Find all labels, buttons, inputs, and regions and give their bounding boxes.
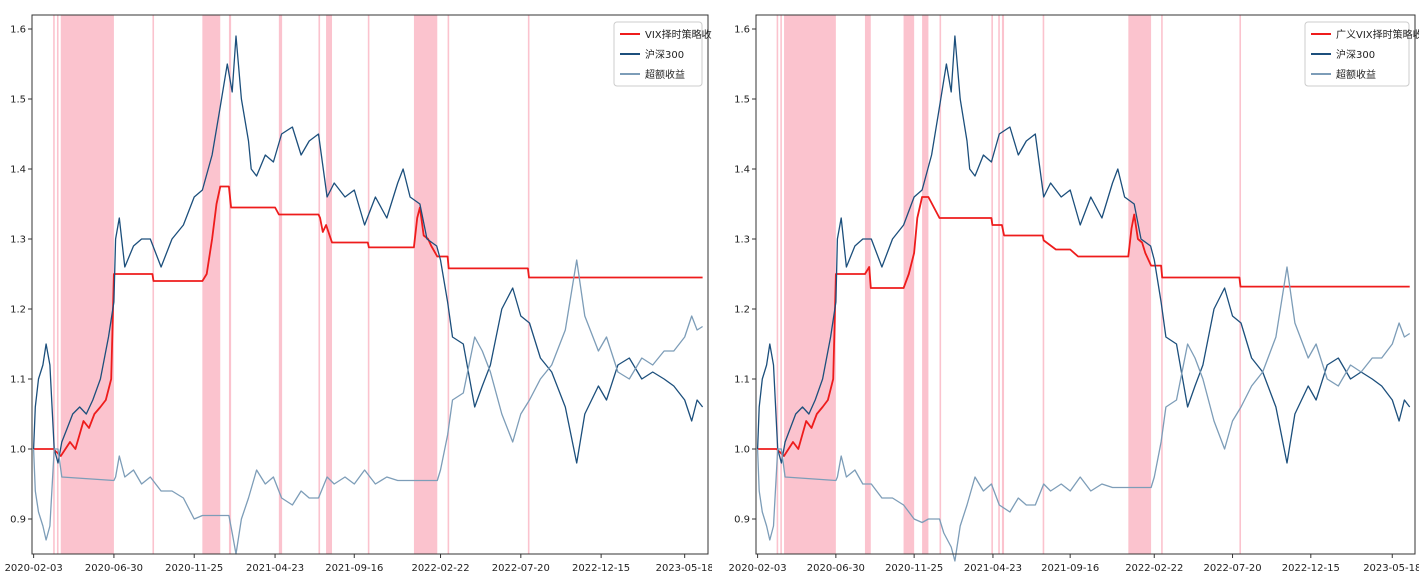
x-axis: 2020-02-03 2020-06-30 2020-11-25 2021-04-23… [5, 554, 712, 574]
shaded-region [922, 15, 929, 554]
shaded-region [991, 15, 993, 554]
y-tick-label: 1.0 [10, 445, 26, 456]
shaded-region [1042, 15, 1045, 554]
x-tick-label: 2021-09-16 [1041, 563, 1099, 574]
y-tick-label: 1.3 [10, 235, 26, 246]
x-tick-label: 2020-06-30 [85, 563, 143, 574]
plot-area [756, 15, 1415, 554]
y-tick-label: 1.6 [734, 25, 750, 36]
plot-frame [755, 14, 1416, 555]
shaded-region [413, 15, 438, 554]
shaded-region [202, 15, 221, 554]
x-tick-label: 2020-11-25 [165, 563, 223, 574]
series-lines [756, 35, 1411, 562]
y-tick-label: 1.4 [10, 165, 26, 176]
series-line-csi300 [32, 35, 704, 464]
legend-label: 广义VIX择时策略收益 [1336, 28, 1419, 41]
shaded-region [780, 15, 782, 554]
shaded-region [152, 15, 155, 554]
shaded-region [318, 15, 321, 554]
y-tick-label: 1.2 [734, 305, 750, 316]
y-tick-label: 1.0 [734, 445, 750, 456]
shaded-region [1128, 15, 1152, 554]
x-tick-label: 2023-05-18 [1363, 563, 1419, 574]
y-axis: 0.9 1.0 1.1 1.2 1.3 1.4 1.5 1.6 [10, 25, 32, 526]
shaded-region [1161, 15, 1163, 554]
legend-label: 超额收益 [1336, 68, 1376, 81]
x-tick-label: 2022-07-20 [1203, 563, 1261, 574]
y-tick-label: 0.9 [734, 515, 750, 526]
y-tick-label: 1.5 [734, 95, 750, 106]
legend-label: VIX择时策略收益 [645, 28, 712, 41]
y-tick-label: 1.1 [10, 375, 26, 386]
legend-label: 沪深300 [1336, 48, 1375, 61]
legend: 广义VIX择时策略收益沪深300 超额收益 [1304, 21, 1419, 87]
x-tick-label: 2021-04-23 [246, 563, 304, 574]
series-line-strategy [757, 196, 1410, 457]
y-tick-label: 1.2 [10, 305, 26, 316]
series-line-csi300 [756, 35, 1411, 464]
y-tick-label: 1.6 [10, 25, 26, 36]
x-tick-label: 2020-02-03 [729, 563, 787, 574]
series-lines [32, 35, 704, 555]
series-line-excess [756, 266, 1411, 562]
shaded-regions [53, 15, 530, 554]
y-tick-label: 1.3 [734, 235, 750, 246]
shaded-region [56, 15, 59, 554]
shaded-region [998, 15, 1000, 554]
legend-box [613, 21, 703, 87]
x-tick-label: 2022-02-22 [1125, 563, 1183, 574]
x-tick-label: 2020-02-03 [5, 563, 63, 574]
y-tick-label: 1.4 [734, 165, 750, 176]
x-tick-label: 2021-09-16 [325, 563, 383, 574]
legend-label: 超额收益 [645, 68, 685, 81]
x-tick-label: 2022-07-20 [492, 563, 550, 574]
shaded-region [1001, 15, 1005, 554]
shaded-region [939, 15, 942, 554]
shaded-regions [776, 15, 1242, 554]
plot-frame [31, 14, 709, 555]
shaded-region [903, 15, 915, 554]
x-tick-label: 2023-05-18 [656, 563, 712, 574]
y-tick-label: 0.9 [10, 515, 26, 526]
chart-panel-left: 0.9 1.0 1.1 1.2 1.3 1.4 1.5 1.6 2020-02-03 2020-0… [5, 14, 712, 574]
chart-panel-right: 0.9 1.0 1.1 1.2 1.3 1.4 1.5 1.6 2020-02-03 2020-0… [712, 0, 1419, 585]
x-tick-label: 2022-12-15 [1282, 563, 1340, 574]
shaded-region [527, 15, 530, 554]
legend-box [1304, 21, 1410, 87]
y-axis: 0.9 1.0 1.1 1.2 1.3 1.4 1.5 1.6 [734, 25, 756, 526]
x-axis: 2020-02-03 2020-06-30 2020-11-25 2021-04-23… [729, 554, 1419, 574]
shaded-region [228, 15, 232, 554]
x-tick-label: 2020-06-30 [807, 563, 865, 574]
shaded-region [278, 15, 283, 554]
x-tick-label: 2022-12-15 [572, 563, 630, 574]
shaded-region [776, 15, 779, 554]
shaded-region [53, 15, 55, 554]
series-line-excess [32, 259, 703, 555]
x-tick-label: 2022-02-22 [411, 563, 469, 574]
shaded-region [367, 15, 370, 554]
shaded-region [447, 15, 450, 554]
shaded-region [60, 15, 114, 554]
legend: VIX择时策略收益沪深300 超额收益 [613, 21, 712, 87]
y-tick-label: 1.5 [10, 95, 26, 106]
shaded-region [784, 15, 836, 554]
legend-label: 沪深300 [645, 48, 684, 61]
shaded-region [864, 15, 871, 554]
shaded-region [326, 15, 333, 554]
x-tick-label: 2021-04-23 [964, 563, 1022, 574]
x-tick-label: 2020-11-25 [885, 563, 943, 574]
y-tick-label: 1.1 [734, 375, 750, 386]
plot-area [32, 15, 708, 554]
